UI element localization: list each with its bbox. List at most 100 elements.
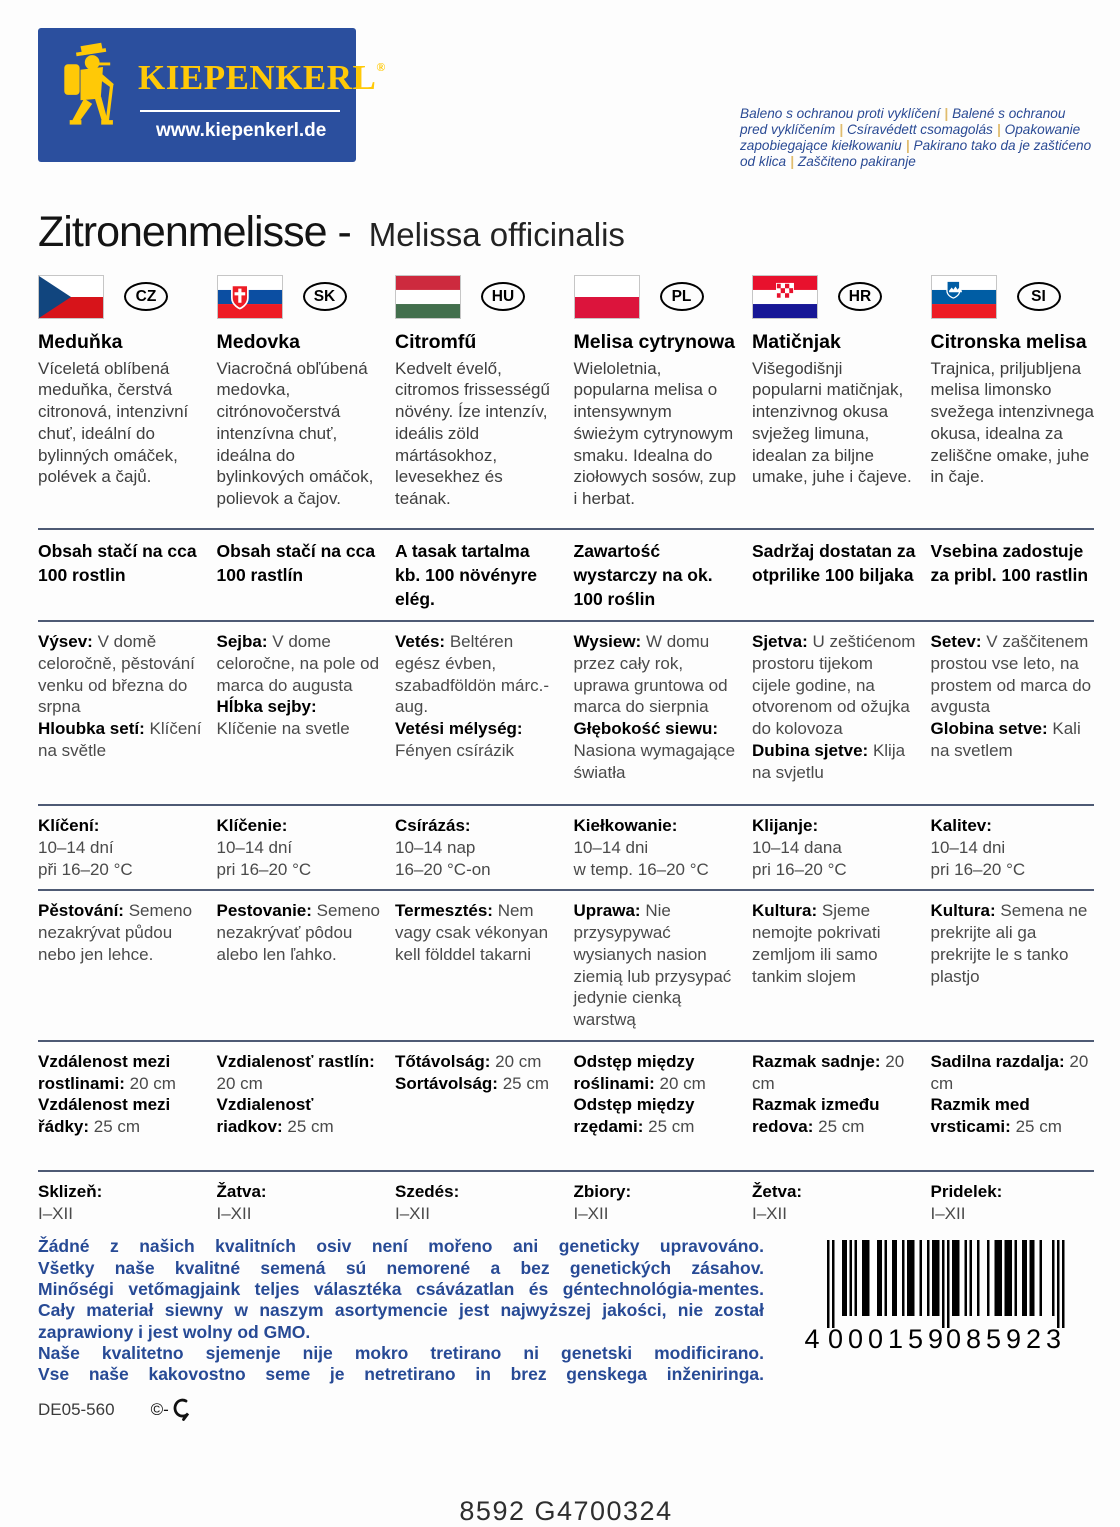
germination-label: Klíčení:: [38, 816, 100, 836]
spacing-info: Vzdialenosť rastlín: 20 cm Vzdialenosť r…: [217, 1051, 381, 1161]
disclaimer-line-pl: Cały materiał siewny w naszym asortymenc…: [38, 1300, 764, 1342]
column-sk-intro: SK Medovka Viacročná obľúbená medovka, c…: [216, 274, 381, 519]
country-code-badge: SK: [302, 282, 347, 312]
content-note: Obsah stačí na cca 100 rastlín: [216, 540, 376, 585]
row-spacing-label: Razmak između redova:: [752, 1095, 880, 1137]
brand-divider: [140, 110, 340, 112]
gmo-disclaimer: Žádné z našich kvalitních osiv není moře…: [38, 1236, 764, 1385]
plant-spacing-label: Odstęp między roślinami:: [573, 1051, 695, 1093]
divider: [38, 889, 1094, 892]
sowing-text: V dome celoročne, na pole od marca do au…: [216, 632, 380, 695]
note-sk: Balené s ochranou pred vyklíčením: [740, 106, 1066, 138]
culture-text: Semena ne prekrijte ali ga prekrijte le …: [930, 901, 1088, 986]
product-code: DE05-560: [38, 1399, 115, 1419]
depth-label: Vetési mélység:: [395, 719, 523, 739]
spacing-info: Sadilna razdalja: 20 cm Razmik med vrsti…: [931, 1051, 1095, 1161]
content-note: Sadržaj dostatan za otprilike 100 biljak…: [752, 540, 916, 585]
polish-flag-icon: [573, 274, 640, 319]
plant-spacing-value: 20 cm: [216, 1073, 263, 1093]
bottom-section: Žádné z našich kvalitních osiv není moře…: [38, 1236, 1094, 1385]
column-si-intro: SI Citronska melisa Trajnica, priljublje…: [930, 274, 1095, 519]
germination-text: 10–14 dni pri 16–20 °C: [930, 837, 1026, 879]
divider: [38, 1169, 1094, 1172]
packaging-protection-note: Baleno s ochranou proti vyklíčeníBalené …: [740, 106, 1094, 170]
germination-info: Klíčení: 10–14 dní při 16–20 °C: [38, 815, 202, 880]
depth-label: Głębokość siewu:: [573, 719, 719, 739]
depth-label: Globina setve:: [930, 719, 1048, 739]
culture-info: Pestovanie: Semeno nezakrývať pôdou aleb…: [217, 900, 381, 1031]
germination-label: Kiełkowanie:: [573, 816, 678, 836]
germination-label: Kalitev:: [930, 816, 992, 836]
depth-label: Hĺbka sejby:: [216, 697, 317, 717]
germination-text: 10–14 dana pri 16–20 °C: [752, 837, 847, 879]
spacing-row: Vzdálenost mezi rostlinami: 20 cm Vzdále…: [38, 1051, 1094, 1161]
country-code-badge: PL: [659, 282, 704, 312]
note-separator: [902, 138, 914, 153]
culture-label: Kultura:: [752, 901, 818, 921]
harvest-label: Sklizeň:: [38, 1181, 103, 1201]
brand-url: www.kiepenkerl.de: [156, 120, 327, 141]
header: KIEPENKERL® www.kiepenkerl.de Baleno s o…: [38, 28, 1094, 184]
sowing-info: Sejba: V dome celoročne, na pole od marc…: [217, 631, 381, 795]
disclaimer-line-cz: Žádné z našich kvalitních osiv není moře…: [38, 1236, 764, 1257]
content-note: Obsah stačí na cca 100 rostlin: [38, 540, 197, 585]
plant-name: Meduňka: [38, 330, 123, 353]
country-code-badge: SI: [1016, 282, 1061, 312]
sowing-text: Beltéren egész évben, szabadföldön márc.…: [395, 632, 550, 717]
depth-text: Klíčení na světle: [38, 719, 202, 760]
contents-row: Obsah stačí na cca 100 rostlin Obsah sta…: [38, 539, 1094, 611]
plant-spacing-value: 20 cm: [930, 1051, 1089, 1093]
plant-spacing-value: 20 cm: [495, 1051, 542, 1071]
harvest-info: Žatva: I–XII: [217, 1181, 381, 1225]
culture-text: Nie przysypywać wysianych nasion ziemią …: [573, 901, 732, 1030]
harvest-value: I–XII: [930, 1203, 966, 1223]
sowing-row: Výsev: V domě celoročně, pěstování venku…: [38, 631, 1094, 795]
plant-description: Trajnica, priljubljena melisa limonsko s…: [930, 358, 1095, 487]
harvest-value: I–XII: [573, 1203, 609, 1223]
plant-description: Víceletá oblíbená meduňka, čerstvá citro…: [38, 358, 189, 487]
sowing-info: Výsev: V domě celoročně, pěstování venku…: [38, 631, 202, 795]
divider: [38, 804, 1094, 807]
slovenian-flag-icon: [930, 274, 997, 319]
disclaimer-line-hr: Naše kvalitetno sjemenje nije mokro tret…: [38, 1343, 764, 1364]
harvest-label: Žetva:: [752, 1181, 803, 1201]
culture-info: Kultura: Sjeme nemojte pokrivati zemljom…: [752, 900, 916, 1031]
barcode-right-digits: 085923: [946, 1324, 1066, 1352]
ean-barcode: 4 000159 085923: [802, 1236, 1094, 1352]
harvest-value: I–XII: [38, 1203, 73, 1223]
recycled-packaging-icon: [173, 1398, 189, 1421]
sowing-text: V zaščitenem prostou vse leto, na proste…: [930, 632, 1092, 717]
content-note: Vsebina zadostuje za pribl. 100 rastlin: [930, 540, 1089, 585]
row-spacing-value: 25 cm: [818, 1117, 865, 1137]
row-spacing-label: Razmik med vrsticami:: [930, 1095, 1030, 1137]
note-pl: Opakowanie zapobiegające kiełkowaniu: [740, 122, 1081, 154]
culture-text: Sjeme nemojte pokrivati zemljom ili samo…: [752, 901, 881, 986]
culture-row: Pěstování: Semeno nezakrývat půdou nebo …: [38, 900, 1094, 1031]
note-separator: [940, 106, 952, 121]
column-hu-intro: HU Citromfű Kedvelt évelő, citromos fris…: [395, 274, 559, 519]
culture-text: Nem vagy csak vékonyan kell földdel taka…: [395, 901, 549, 964]
culture-text: Semeno nezakrývat půdou nebo jen lehce.: [38, 901, 193, 964]
divider: [38, 527, 1094, 530]
harvest-value: I–XII: [395, 1203, 430, 1223]
culture-info: Kultura: Semena ne prekrijte ali ga prek…: [931, 900, 1095, 1031]
harvest-info: Pridelek: I–XII: [931, 1181, 1095, 1225]
sowing-label: Wysiew:: [573, 632, 642, 652]
sowing-info: Sjetva: U zeštićenom prostoru tijekom ci…: [752, 631, 916, 795]
sowing-info: Vetés: Beltéren egész évben, szabadföldö…: [395, 631, 559, 795]
germination-text: 10–14 dní při 16–20 °C: [38, 837, 133, 879]
latin-name: Melissa officinalis: [368, 215, 625, 253]
note-separator: [993, 122, 1005, 137]
germination-info: Kiełkowanie: 10–14 dni w temp. 16–20 °C: [574, 815, 738, 880]
plant-spacing-label: Tőtávolság:: [395, 1051, 491, 1071]
spacing-info: Razmak sadnje: 20 cm Razmak između redov…: [752, 1051, 916, 1161]
germination-info: Klijanje: 10–14 dana pri 16–20 °C: [752, 815, 916, 880]
note-si: Zaščiteno pakiranje: [797, 154, 916, 170]
depth-label: Hloubka setí:: [38, 719, 145, 739]
harvest-label: Zbiory:: [573, 1181, 632, 1201]
depth-text: Klija na svjetlu: [752, 740, 906, 782]
harvest-info: Sklizeň: I–XII: [38, 1181, 202, 1225]
plant-spacing-value: 20 cm: [659, 1073, 706, 1093]
germination-text: 10–14 nap 16–20 °C-on: [395, 837, 491, 879]
